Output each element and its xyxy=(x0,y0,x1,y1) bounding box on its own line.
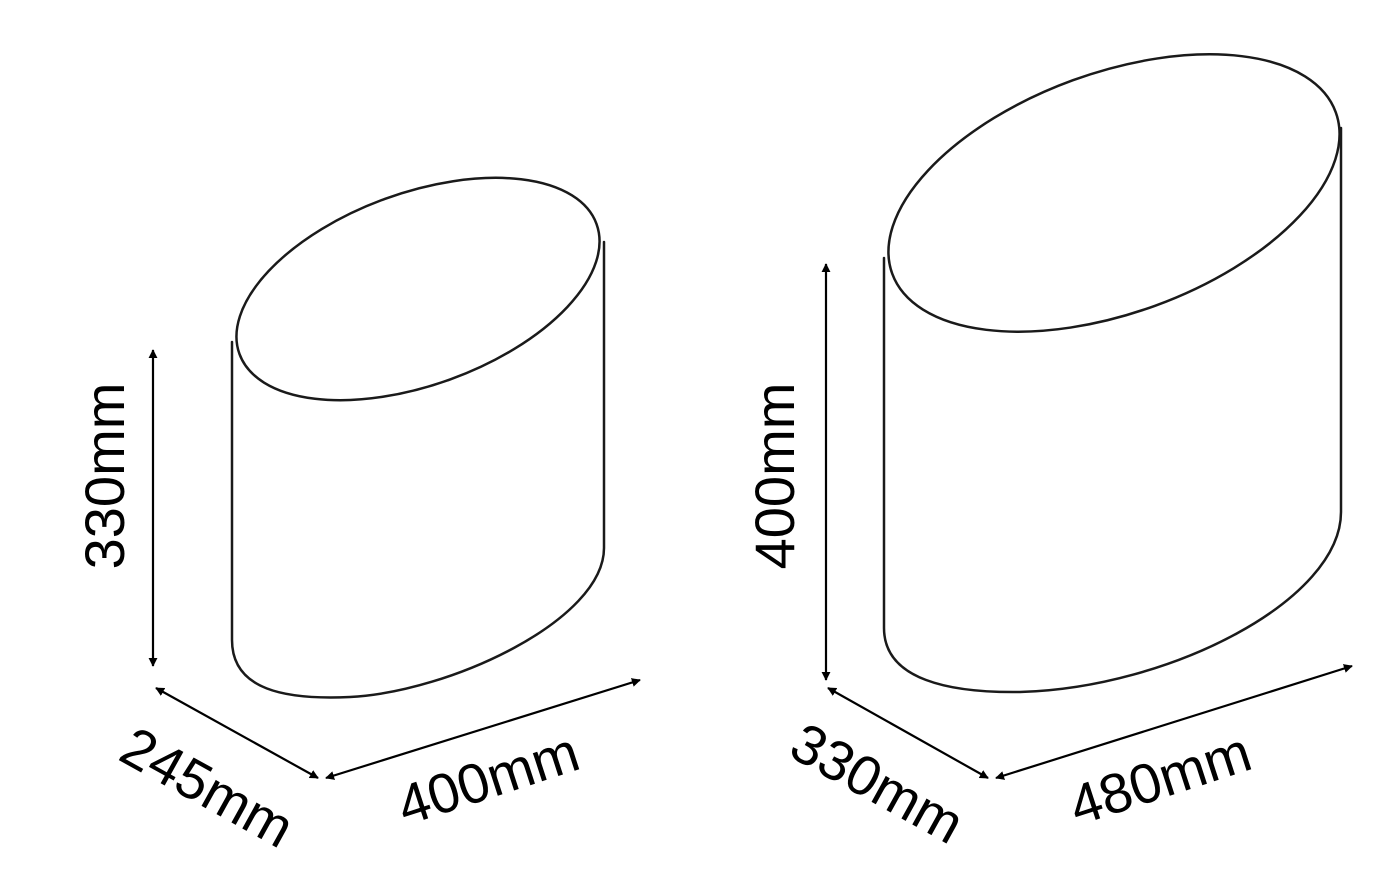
small-stool xyxy=(230,176,606,699)
small-stool-body-outline xyxy=(230,240,606,699)
small-height-label: 330mm xyxy=(73,383,136,570)
large-stool-top xyxy=(887,53,1341,333)
small-width-arrow xyxy=(325,678,641,780)
small-depth-label: 245mm xyxy=(111,714,305,860)
large-depth-arrow xyxy=(827,687,989,779)
large-stool xyxy=(882,53,1343,694)
small-width-label: 400mm xyxy=(389,720,586,838)
large-depth-label: 330mm xyxy=(781,710,975,856)
small-depth-arrow xyxy=(155,687,319,779)
large-width-label: 480mm xyxy=(1061,720,1258,838)
large-height-label: 400mm xyxy=(743,383,806,570)
large-stool-body-outline xyxy=(882,126,1343,694)
small-stool-top xyxy=(235,176,601,402)
large-width-arrow xyxy=(995,664,1353,780)
